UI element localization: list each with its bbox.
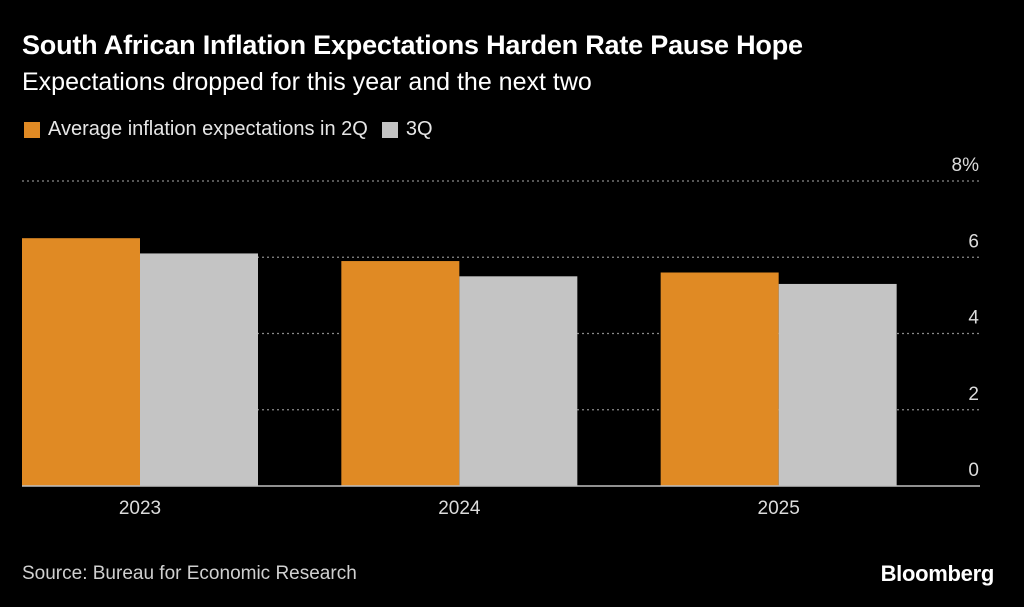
bar-2q-2023 bbox=[22, 238, 140, 486]
bar-2q-2025 bbox=[660, 272, 779, 486]
y-tick-label: 0 bbox=[968, 460, 979, 481]
chart-title: South African Inflation Expectations Har… bbox=[22, 30, 803, 60]
y-tick-label: 2 bbox=[968, 384, 979, 405]
x-tick-label: 2025 bbox=[758, 498, 800, 519]
x-tick-label: 2023 bbox=[119, 498, 161, 519]
legend-swatch-2q bbox=[24, 121, 40, 138]
bar-3q-2025 bbox=[778, 283, 897, 486]
legend-label-2q: Average inflation expectations in 2Q bbox=[48, 118, 368, 140]
y-tick-label: 4 bbox=[968, 308, 979, 329]
legend-label-3q: 3Q bbox=[405, 118, 433, 140]
bar-2q-2024 bbox=[341, 261, 460, 486]
y-tick-label: 6 bbox=[968, 231, 979, 252]
legend-swatch-3q bbox=[381, 121, 398, 138]
chart-subtitle: Expectations dropped for this year and t… bbox=[22, 68, 592, 96]
bar-3q-2024 bbox=[459, 276, 578, 486]
bloomberg-logo: Bloomberg bbox=[880, 561, 995, 586]
bar-3q-2023 bbox=[140, 253, 258, 486]
legend-item-3q: 3Q bbox=[381, 118, 433, 141]
y-tick-label: 8% bbox=[952, 155, 980, 176]
x-tick-label: 2024 bbox=[438, 498, 481, 519]
axes: 0 2 4 6 8% 2023 2024 2025 bbox=[22, 155, 980, 519]
legend-item-2q: Average inflation expectations in 2Q bbox=[24, 118, 368, 141]
source-note: Source: Bureau for Economic Research bbox=[22, 563, 357, 584]
bars bbox=[22, 238, 897, 486]
legend: Average inflation expectations in 2Q 3Q bbox=[24, 118, 447, 141]
